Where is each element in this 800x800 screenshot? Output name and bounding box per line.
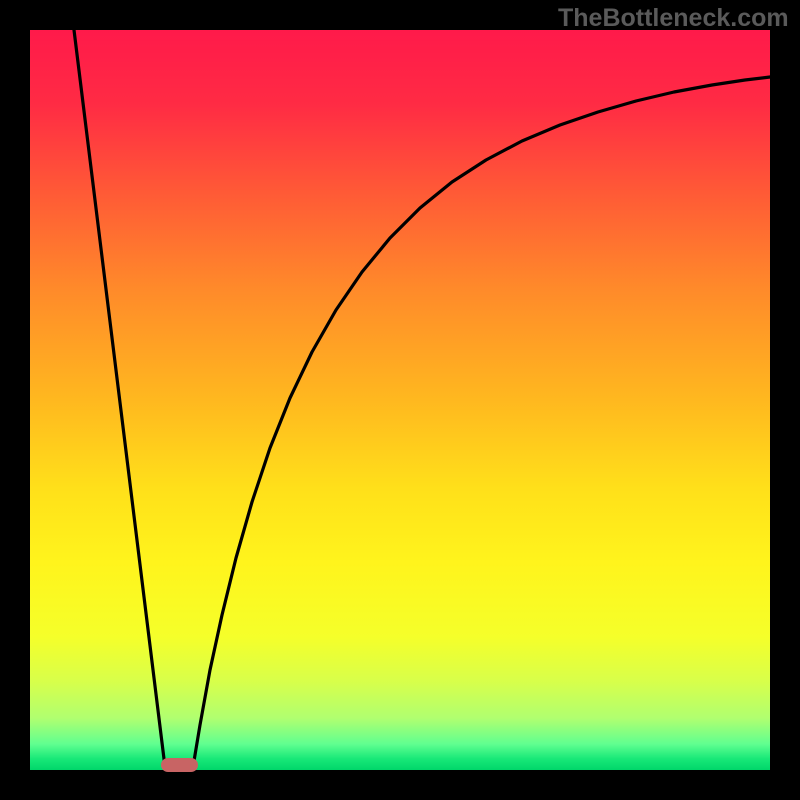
bottleneck-marker <box>161 758 198 772</box>
watermark-text: TheBottleneck.com <box>558 4 789 33</box>
plot-area <box>30 30 770 770</box>
chart-container: TheBottleneck.com <box>0 0 800 800</box>
